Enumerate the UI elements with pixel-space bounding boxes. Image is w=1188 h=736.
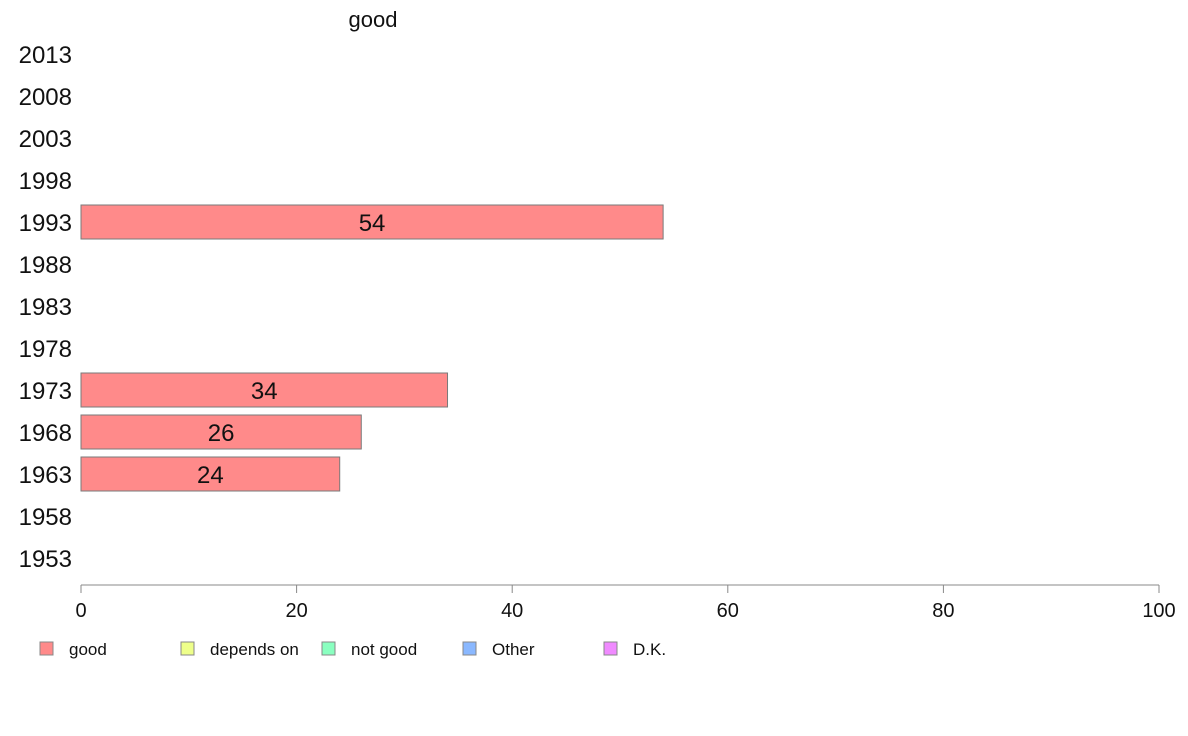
y-tick-label: 2013 [19, 42, 72, 69]
legend-label: good [69, 640, 107, 659]
x-tick-label: 80 [932, 600, 954, 622]
y-tick-label: 1993 [19, 210, 72, 237]
legend-item: not good [321, 640, 417, 659]
x-tick-label: 0 [75, 600, 86, 622]
chart-title: good [349, 7, 398, 32]
legend-item: Other [462, 640, 535, 659]
legend-swatch [39, 641, 54, 656]
legend-label: Other [492, 640, 535, 659]
legend-swatch [180, 641, 195, 656]
legend-swatch [462, 641, 477, 656]
bar-value-label: 24 [197, 462, 224, 489]
legend-item: depends on [180, 640, 299, 659]
y-tick-label: 1973 [19, 378, 72, 405]
bar-value-label: 34 [251, 378, 278, 405]
y-tick-label: 1978 [19, 336, 72, 363]
y-tick-label: 1988 [19, 252, 72, 279]
bar-1973 [80, 372, 449, 408]
bar-1968 [80, 414, 362, 450]
legend-item: good [39, 640, 107, 659]
y-tick-label: 1968 [19, 420, 72, 447]
legend-swatch [603, 641, 618, 656]
legend-label: depends on [210, 640, 299, 659]
x-tick-label: 20 [285, 600, 307, 622]
legend-label: D.K. [633, 640, 666, 659]
bar-value-label: 54 [359, 210, 386, 237]
x-tick-label: 60 [717, 600, 739, 622]
legend-item: D.K. [603, 640, 666, 659]
bar-1993 [80, 204, 664, 240]
legend-label: not good [351, 640, 417, 659]
y-tick-label: 2003 [19, 126, 72, 153]
y-tick-label: 1963 [19, 462, 72, 489]
y-tick-label: 1998 [19, 168, 72, 195]
y-tick-label: 1983 [19, 294, 72, 321]
bar-1963 [80, 456, 341, 492]
x-tick-label: 100 [1142, 600, 1175, 622]
legend-swatch [321, 641, 336, 656]
y-tick-label: 2008 [19, 84, 72, 111]
bar-value-label: 26 [208, 420, 235, 447]
x-tick-label: 40 [501, 600, 523, 622]
y-tick-label: 1958 [19, 504, 72, 531]
y-tick-label: 1953 [19, 546, 72, 573]
